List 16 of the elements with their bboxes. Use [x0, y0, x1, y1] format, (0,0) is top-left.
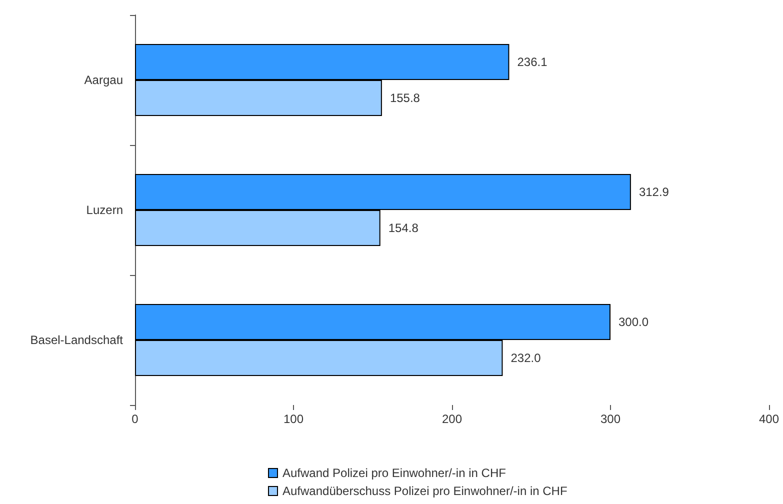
legend-label: Aufwand Polizei pro Einwohner/-in in CHF	[282, 466, 506, 480]
data-label: 300.0	[618, 315, 649, 329]
x-tick-label: 200	[442, 412, 462, 426]
x-tick-label: 0	[132, 412, 139, 426]
data-label: 236.1	[517, 55, 548, 69]
legend-label: Aufwandüberschuss Polizei pro Einwohner/-in in CHF	[282, 484, 568, 498]
y-tick-label: Luzern	[86, 203, 123, 217]
y-tick-label: Basel-Landschaft	[30, 333, 124, 347]
data-label: 312.9	[638, 185, 670, 199]
data-label: 232.0	[510, 351, 542, 365]
y-tick-label: Aargau	[84, 73, 123, 87]
data-label: 155.8	[390, 91, 420, 105]
x-tick-label: 100	[283, 412, 304, 426]
data-label: 154.8	[388, 221, 419, 235]
x-tick-label: 300	[600, 412, 621, 426]
x-tick-label: 400	[758, 412, 780, 426]
